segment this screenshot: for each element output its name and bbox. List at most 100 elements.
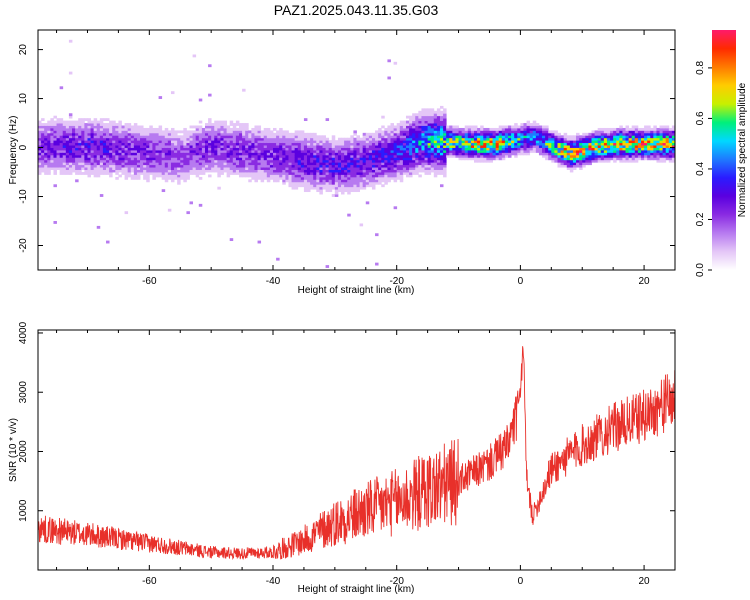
spectrogram-cell: [396, 154, 401, 158]
spectrogram-cell: [436, 167, 441, 170]
spectrogram-cell: [353, 142, 357, 146]
spectrogram-cell: [121, 132, 125, 136]
spectrogram-cell: [300, 179, 305, 183]
spectrogram-cell: [325, 142, 330, 146]
spectrogram-cell: [303, 164, 308, 168]
spectrogram-cell: [545, 145, 549, 148]
spectrogram-cell: [341, 172, 345, 175]
spectrogram-cell: [223, 150, 228, 153]
spectrogram-cell: [350, 164, 354, 168]
spectrogram-cell: [106, 150, 110, 153]
spectrogram-cell: [591, 150, 595, 153]
spectrogram-cell: [402, 130, 407, 134]
spectrogram-cell: [375, 233, 379, 237]
spectrogram-cell: [427, 120, 432, 124]
spectrogram-cell: [409, 152, 413, 156]
spectrogram-cell: [566, 135, 571, 139]
spectrogram-cell: [198, 147, 203, 151]
spectrogram-cell: [124, 130, 129, 134]
spectrogram-cell: [62, 145, 67, 148]
spectrogram-cell: [152, 167, 156, 170]
spectrogram-cell: [235, 152, 240, 156]
spectrogram-cell: [331, 135, 336, 139]
spectrogram-cell: [282, 179, 286, 183]
spectrogram-cell: [371, 172, 376, 175]
spectrogram-cell: [495, 137, 500, 141]
spectrogram-cell: [112, 125, 116, 129]
spectrogram-cell: [461, 130, 466, 134]
spectrogram-cell: [412, 172, 416, 175]
spectrogram-cell: [53, 127, 57, 131]
spectrogram-cell: [248, 145, 252, 148]
spectrogram-cell: [402, 135, 407, 139]
spectrogram-cell: [653, 150, 657, 153]
spectrogram-cell: [115, 164, 119, 168]
spectrogram-cell: [387, 137, 391, 141]
spectrogram-cell: [155, 130, 159, 134]
spectrogram-cell: [242, 135, 246, 139]
spectrogram-cell: [183, 132, 187, 136]
spectrogram-cell: [198, 167, 203, 170]
spectrogram-cell: [106, 125, 110, 129]
spectrogram-cell: [47, 154, 51, 158]
spectrogram-cell: [603, 159, 608, 163]
spectrogram-cell: [251, 164, 255, 168]
spectrogram-cell: [211, 150, 215, 153]
spectrogram-cell: [523, 135, 527, 139]
spectrogram-cell: [276, 159, 280, 163]
spectrogram-cell: [365, 181, 370, 185]
spectrogram-cell: [421, 132, 425, 136]
spectrogram-cell: [439, 125, 444, 129]
spectrogram-cell: [347, 181, 351, 185]
spectrogram-cell: [319, 154, 323, 158]
spectrogram-cell: [251, 162, 255, 166]
spectrogram-cell: [316, 135, 320, 139]
spectrogram-cell: [353, 167, 357, 170]
spectrogram-cell: [409, 157, 413, 161]
spectrogram-cell: [566, 154, 571, 158]
spectrogram-cell: [334, 145, 339, 148]
spectrogram-cell: [560, 142, 565, 146]
spectrogram-cell: [381, 132, 385, 136]
spectrogram-cell: [242, 130, 246, 134]
spectrogram-cell: [143, 150, 147, 153]
spectrogram-cell: [443, 157, 447, 161]
spectrogram-cell: [130, 147, 135, 151]
spectrogram-cell: [341, 189, 345, 193]
spectrogram-cell: [412, 169, 416, 173]
spectrogram-cell: [409, 174, 413, 178]
spectrogram-cell: [273, 179, 277, 183]
spectrogram-cell: [62, 123, 67, 126]
spectrogram-cell: [526, 130, 531, 134]
spectrogram-cell: [133, 123, 138, 126]
spectrogram-cell: [331, 172, 336, 175]
spectrogram-cell: [576, 137, 580, 141]
spectrogram-cell: [152, 152, 156, 156]
spectrogram-cell: [155, 174, 159, 178]
spectrogram-cell: [337, 174, 342, 178]
spectrogram-cell: [152, 140, 156, 144]
spectrogram-cell: [68, 152, 73, 156]
spectrogram-cell: [300, 140, 305, 144]
spectrogram-cell: [486, 157, 490, 161]
spectrogram-cell: [421, 108, 425, 112]
spectrogram-cell: [486, 159, 490, 163]
spectrogram-cell: [53, 157, 57, 161]
spectrogram-cell: [634, 142, 639, 146]
spectrogram-cell: [337, 164, 342, 168]
spectrogram-cell: [399, 145, 404, 148]
spectrogram-cell: [133, 174, 138, 178]
spectrogram-cell: [260, 179, 265, 183]
spectrogram-cell: [155, 127, 159, 131]
spectrogram-cell: [396, 150, 401, 153]
spectrogram-cell: [588, 145, 592, 148]
spectrogram-cell: [375, 262, 379, 266]
spectrogram-cell: [56, 152, 61, 156]
spectrogram-cell: [341, 157, 345, 161]
spectrogram-cell: [167, 154, 172, 158]
spectrogram-cell: [174, 176, 178, 180]
spectrogram-cell: [492, 145, 497, 148]
spectrogram-cell: [149, 167, 153, 170]
spectrogram-cell: [563, 154, 568, 158]
spectrogram-cell: [161, 152, 166, 156]
